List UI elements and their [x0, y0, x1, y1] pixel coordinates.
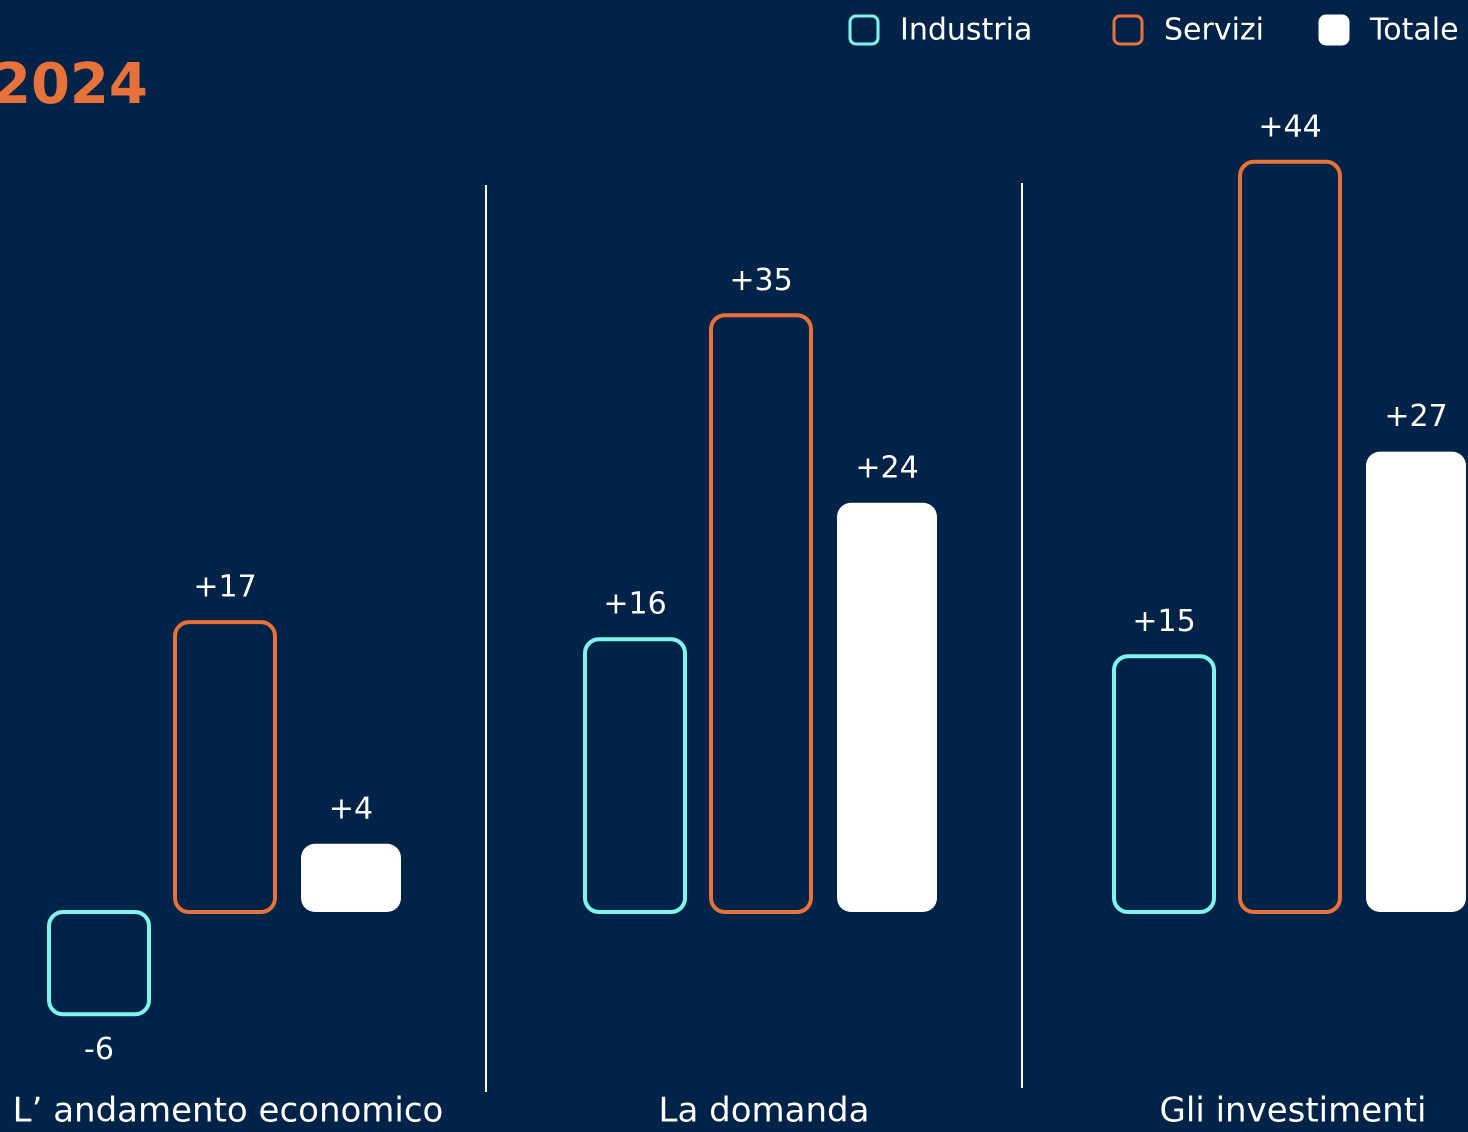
- legend-swatch: [848, 14, 880, 46]
- category-label: La domanda: [659, 1091, 870, 1131]
- value-label: +24: [855, 450, 918, 485]
- value-label: +4: [329, 791, 373, 826]
- legend-swatch: [1318, 14, 1350, 46]
- bar: [837, 502, 937, 912]
- value-label: +27: [1384, 399, 1447, 434]
- legend-swatch: [1112, 14, 1144, 46]
- category-label: L’ andamento economico: [13, 1091, 444, 1131]
- bar: [47, 910, 151, 1017]
- bar: [301, 843, 401, 912]
- bar: [173, 620, 277, 915]
- value-label: +17: [193, 570, 256, 605]
- value-label: +16: [603, 587, 666, 622]
- bar: [709, 313, 813, 914]
- category-label: Gli investimenti: [1160, 1091, 1427, 1131]
- bar: [1112, 654, 1216, 914]
- bar: [583, 637, 687, 914]
- bar: [1238, 159, 1342, 915]
- legend-label: Totale: [1369, 13, 1459, 48]
- chart-title: 2024: [0, 52, 148, 117]
- value-label: +35: [729, 263, 792, 298]
- legend-label: Industria: [900, 13, 1032, 48]
- value-label: +15: [1132, 604, 1195, 639]
- bar: [1366, 451, 1466, 912]
- value-label: -6: [84, 1032, 114, 1067]
- legend-label: Servizi: [1164, 13, 1264, 48]
- value-label: +44: [1258, 109, 1321, 144]
